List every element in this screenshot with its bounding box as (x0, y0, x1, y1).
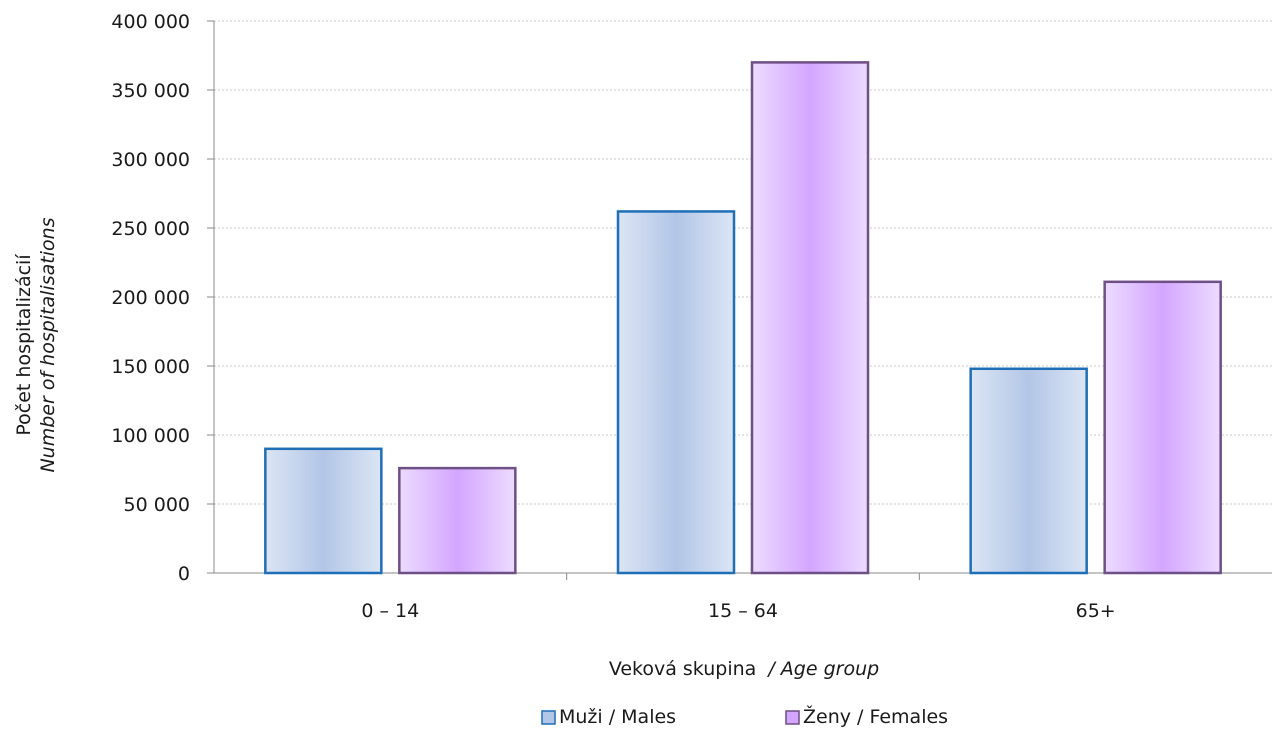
y-tick-label: 100 000 (111, 425, 190, 447)
gridlines (214, 20, 1272, 505)
y-tick-label: 250 000 (111, 218, 190, 240)
legend-label-females: Ženy / Females (803, 705, 948, 728)
y-tick-label: 0 (178, 563, 190, 585)
y-axis-title-en: Number of hospitalisations (37, 217, 59, 472)
legend-label-males: Muži / Males (559, 706, 676, 728)
bar-females-2 (1103, 280, 1222, 575)
y-tick-label: 400 000 (111, 11, 190, 33)
bar-females-0 (398, 466, 517, 575)
y-tick-label: 200 000 (111, 287, 190, 309)
y-tick-label: 50 000 (124, 494, 190, 516)
legend-swatch-females (785, 710, 800, 725)
x-axis-title-en: / Age group (766, 658, 879, 680)
bar-males-2 (969, 367, 1088, 575)
x-axis-title: Veková skupina / Age group (609, 658, 879, 680)
y-axis-title: Počet hospitalizácií Number of hospitali… (13, 217, 59, 472)
bar-males-1 (616, 210, 736, 575)
tick-labels: 0 50 000 100 000 150 000 200 000 250 000 300 0… (111, 11, 1115, 622)
x-tick-label: 65+ (1076, 600, 1116, 622)
y-tick-label: 150 000 (111, 356, 190, 378)
bars (264, 61, 1222, 575)
bar-males-0 (264, 447, 383, 575)
bar-females-1 (750, 61, 870, 575)
x-tick-label: 0 – 14 (361, 600, 419, 622)
y-tick-label: 300 000 (111, 149, 190, 171)
legend: Muži / Males Ženy / Females (541, 705, 948, 728)
x-axis-title-sk: Veková skupina (609, 658, 756, 680)
x-tick-label: 15 – 64 (708, 600, 778, 622)
legend-swatch-males (541, 710, 556, 725)
y-axis-title-sk: Počet hospitalizácií (13, 254, 35, 436)
axes (207, 20, 1272, 580)
y-tick-label: 350 000 (111, 80, 190, 102)
